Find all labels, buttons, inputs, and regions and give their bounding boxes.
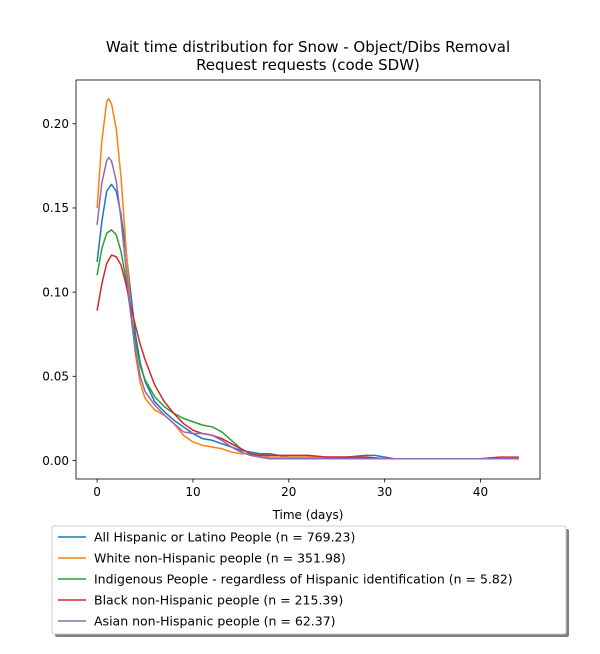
x-tick-label: 20 [281, 485, 296, 499]
legend-label-1: All Hispanic or Latino People (n = 769.2… [94, 530, 355, 545]
y-tick-label: 0.15 [42, 201, 69, 215]
series-line-1 [96, 183, 519, 460]
legend-label-3: Indigenous People - regardless of Hispan… [94, 572, 513, 587]
x-tick-label: 40 [473, 485, 488, 499]
chart-title: Wait time distribution for Snow - Object… [106, 38, 510, 74]
y-tick-label: 0.00 [42, 454, 69, 468]
series-line-2 [96, 97, 519, 460]
series-line-5 [96, 156, 519, 460]
plot-frame [75, 79, 541, 480]
x-tick-label: 30 [377, 485, 392, 499]
x-tick-label: 0 [93, 485, 101, 499]
series-lines [96, 97, 519, 460]
series-line-4 [96, 254, 519, 460]
y-tick-label: 0.20 [42, 117, 69, 131]
x-tick-label: 10 [185, 485, 200, 499]
series-line-3 [96, 229, 519, 460]
legend-label-2: White non-Hispanic people (n = 351.98) [94, 551, 346, 566]
y-tick-label: 0.10 [42, 285, 69, 299]
y-tick-label: 0.05 [42, 370, 69, 384]
legend: All Hispanic or Latino People (n = 769.2… [51, 525, 569, 637]
legend-label-5: Asian non-Hispanic people (n = 62.37) [94, 614, 336, 629]
legend-label-4: Black non-Hispanic people (n = 215.39) [94, 593, 343, 608]
legend-box [51, 525, 567, 635]
chart-title-line-1: Wait time distribution for Snow - Object… [106, 38, 510, 56]
x-axis-label: Time (days) [272, 508, 344, 522]
chart-title-line-2: Request requests (code SDW) [196, 56, 420, 74]
axes: 0 10 20 30 40 0.00 0.05 0.10 0.15 0.20 [42, 79, 541, 499]
